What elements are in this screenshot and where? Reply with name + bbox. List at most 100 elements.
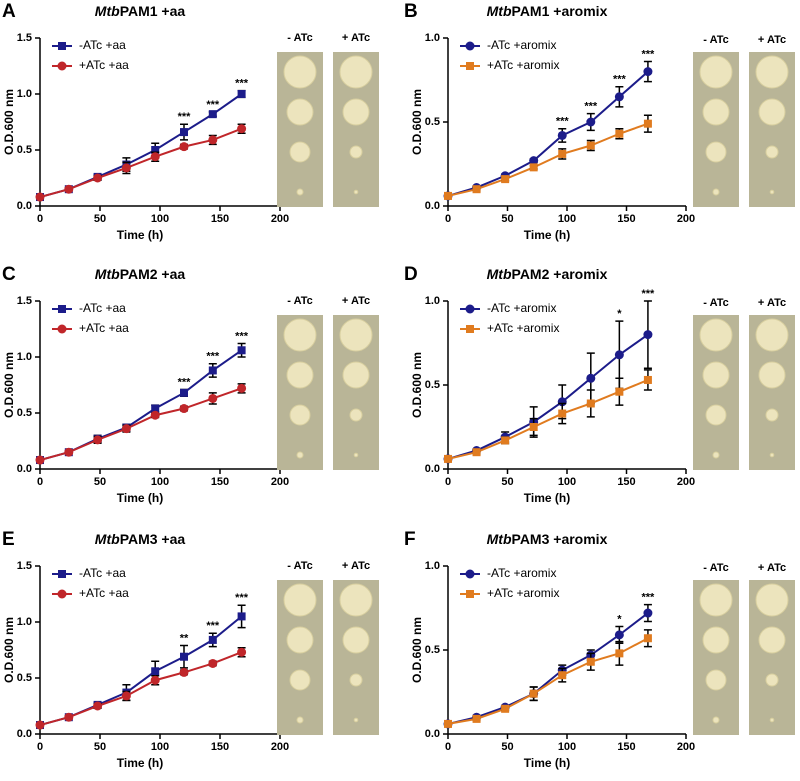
colony [342, 98, 370, 126]
marker [529, 156, 539, 166]
marker [643, 67, 653, 77]
y-axis-label: O.D.600 nm [2, 617, 16, 683]
legend-label: +ATc +aromix [487, 58, 559, 72]
annotation: *** [235, 592, 249, 604]
x-axis-label: Time (h) [117, 756, 163, 770]
colony [296, 188, 304, 196]
marker [529, 423, 538, 431]
marker [121, 163, 131, 173]
colony [705, 404, 727, 426]
marker [35, 720, 45, 730]
annotation: *** [206, 351, 220, 363]
y-tick-label: 0.0 [425, 728, 440, 740]
colony [286, 98, 314, 126]
legend-label: +ATc +aa [79, 321, 129, 335]
marker [121, 424, 131, 434]
y-tick-label: 0.0 [17, 728, 32, 740]
marker [586, 117, 596, 127]
x-tick-label: 150 [211, 213, 229, 225]
plate-label: + ATc [758, 34, 786, 46]
panel-label: B [404, 1, 418, 22]
colony [755, 318, 789, 352]
series-line [447, 333, 649, 460]
legend-marker [58, 42, 66, 50]
marker [180, 388, 188, 397]
legend-marker [466, 62, 474, 70]
marker [237, 124, 247, 134]
title-text: PAM1 +aromix [512, 3, 608, 19]
marker [643, 330, 653, 340]
marker [586, 373, 596, 383]
colony [342, 626, 370, 654]
plate-label: - ATc [703, 562, 728, 574]
x-tick-label: 150 [617, 741, 635, 753]
marker [35, 192, 45, 202]
marker [150, 410, 160, 420]
x-tick-label: 100 [558, 476, 576, 488]
marker [472, 448, 481, 457]
legend-marker [466, 325, 474, 333]
legend-marker [465, 569, 475, 579]
legend-label: -ATc +aromix [487, 38, 556, 52]
y-tick-label: 0.5 [17, 407, 32, 419]
marker [444, 719, 452, 728]
marker [586, 657, 595, 666]
colony [283, 583, 317, 617]
legend-marker [465, 304, 475, 314]
x-tick-label: 50 [501, 741, 513, 753]
y-tick-label: 1.0 [425, 560, 440, 572]
x-tick-label: 200 [271, 741, 289, 753]
colony [702, 98, 730, 126]
colony [353, 452, 359, 458]
annotation: *** [641, 48, 655, 60]
y-tick-label: 0.0 [425, 463, 440, 475]
title-italic: Mtb [95, 3, 120, 19]
legend-marker [57, 589, 67, 599]
annotation: * [617, 613, 622, 625]
colony [765, 408, 779, 422]
plate-label: - ATc [287, 295, 312, 307]
marker [558, 409, 567, 418]
marker [557, 130, 567, 140]
panel-label: D [404, 264, 418, 285]
marker [150, 152, 160, 162]
colony [286, 626, 314, 654]
legend-marker [58, 305, 66, 313]
x-tick-label: 0 [445, 741, 451, 753]
colony [699, 583, 733, 617]
colony [769, 717, 775, 723]
colony [283, 318, 317, 352]
title-text: PAM3 +aromix [512, 531, 608, 547]
title-text: PAM2 +aa [120, 266, 186, 282]
annotation: *** [178, 111, 192, 123]
annotation: *** [584, 101, 598, 113]
colony [289, 141, 311, 163]
colony [699, 318, 733, 352]
y-tick-label: 0.5 [425, 116, 440, 128]
marker [150, 675, 160, 685]
marker [179, 404, 189, 414]
y-tick-label: 1.0 [17, 351, 32, 363]
plate-label: + ATc [758, 562, 786, 574]
plate-label: - ATc [287, 560, 312, 572]
marker [586, 399, 595, 408]
marker [208, 366, 217, 375]
annotation: *** [178, 376, 192, 388]
marker [615, 129, 624, 138]
annotation: *** [613, 74, 627, 86]
series-line [39, 651, 242, 727]
x-tick-label: 50 [94, 476, 106, 488]
x-tick-label: 0 [445, 476, 451, 488]
plate-label: + ATc [342, 295, 370, 307]
colony [342, 361, 370, 389]
title-italic: Mtb [487, 531, 512, 547]
annotation: *** [556, 116, 570, 128]
legend-label: -ATc +aa [79, 301, 126, 315]
marker [558, 149, 567, 158]
x-tick-label: 200 [271, 476, 289, 488]
colony [339, 583, 373, 617]
chart-title: MtbPAM1 +aa [95, 3, 186, 19]
legend-marker [57, 324, 67, 334]
annotation: *** [235, 78, 249, 90]
marker [208, 635, 217, 644]
